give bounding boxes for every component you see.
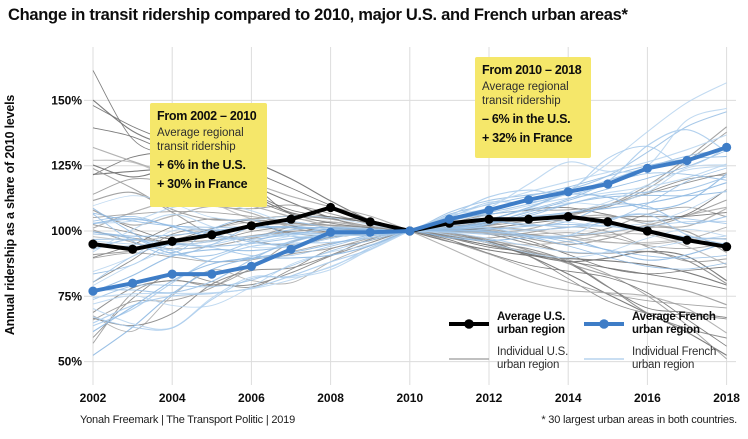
x-tick-label: 2016 bbox=[634, 391, 661, 405]
data-point bbox=[88, 239, 98, 249]
y-tick-label: 150% bbox=[51, 93, 82, 107]
data-point bbox=[128, 244, 138, 254]
annotation-stat-france: + 32% in France bbox=[482, 131, 573, 146]
y-tick-label: 50% bbox=[58, 355, 82, 369]
x-tick-label: 2012 bbox=[476, 391, 503, 405]
data-point bbox=[207, 230, 217, 240]
data-point bbox=[405, 226, 415, 236]
data-point bbox=[682, 235, 692, 245]
data-point bbox=[286, 244, 296, 254]
annotation-2002-2010: From 2002 – 2010 Average regional transi… bbox=[150, 103, 267, 207]
data-point bbox=[167, 236, 177, 246]
footnote: * 30 largest urban areas in both countri… bbox=[541, 414, 737, 426]
data-point bbox=[563, 212, 573, 222]
y-tick-label: 100% bbox=[51, 224, 82, 238]
data-point bbox=[246, 261, 256, 271]
annotation-2010-2018: From 2010 – 2018 Average regional transi… bbox=[475, 57, 591, 158]
data-point bbox=[524, 195, 534, 205]
data-point bbox=[484, 214, 494, 224]
annotation-body-line: transit ridership bbox=[157, 141, 236, 154]
chart-title: Change in transit ridership compared to … bbox=[8, 6, 628, 24]
data-point bbox=[722, 242, 732, 252]
data-point bbox=[603, 179, 613, 189]
data-point bbox=[524, 214, 534, 224]
data-point bbox=[88, 286, 98, 296]
data-point bbox=[722, 142, 732, 152]
y-tick-label: 75% bbox=[58, 289, 82, 303]
data-point bbox=[365, 227, 375, 237]
annotation-body-line: transit ridership bbox=[482, 95, 561, 108]
annotation-stat-us: + 6% in the U.S. bbox=[157, 158, 246, 173]
annotation-stat-france: + 30% in France bbox=[157, 177, 248, 192]
x-tick-label: 2014 bbox=[555, 391, 582, 405]
x-tick-label: 2010 bbox=[396, 391, 423, 405]
x-tick-label: 2008 bbox=[317, 391, 344, 405]
data-point bbox=[444, 214, 454, 224]
annotation-heading: From 2010 – 2018 bbox=[482, 63, 582, 77]
x-tick-label: 2004 bbox=[159, 391, 186, 405]
annotation-heading: From 2002 – 2010 bbox=[157, 109, 257, 123]
data-point bbox=[642, 226, 653, 236]
y-tick-label: 125% bbox=[51, 159, 82, 173]
x-tick-label: 2006 bbox=[238, 391, 265, 405]
annotation-stat-us: – 6% in the U.S. bbox=[482, 112, 571, 127]
data-point bbox=[167, 269, 177, 279]
x-tick-label: 2018 bbox=[713, 391, 740, 405]
data-point bbox=[128, 278, 138, 288]
data-point bbox=[286, 214, 296, 224]
data-point bbox=[563, 187, 573, 197]
data-point bbox=[326, 202, 336, 213]
x-tick-label: 2002 bbox=[80, 391, 107, 405]
data-point bbox=[207, 269, 217, 279]
data-point bbox=[642, 163, 653, 173]
annotation-body-line: Average regional bbox=[157, 127, 244, 140]
data-point bbox=[326, 227, 336, 237]
data-point bbox=[603, 217, 613, 227]
data-point bbox=[682, 155, 692, 166]
data-point bbox=[365, 217, 375, 227]
data-point bbox=[246, 221, 256, 231]
data-point bbox=[484, 205, 494, 215]
source-credit: Yonah Freemark | The Transport Politic |… bbox=[80, 414, 296, 426]
annotation-body-line: Average regional bbox=[482, 81, 569, 94]
